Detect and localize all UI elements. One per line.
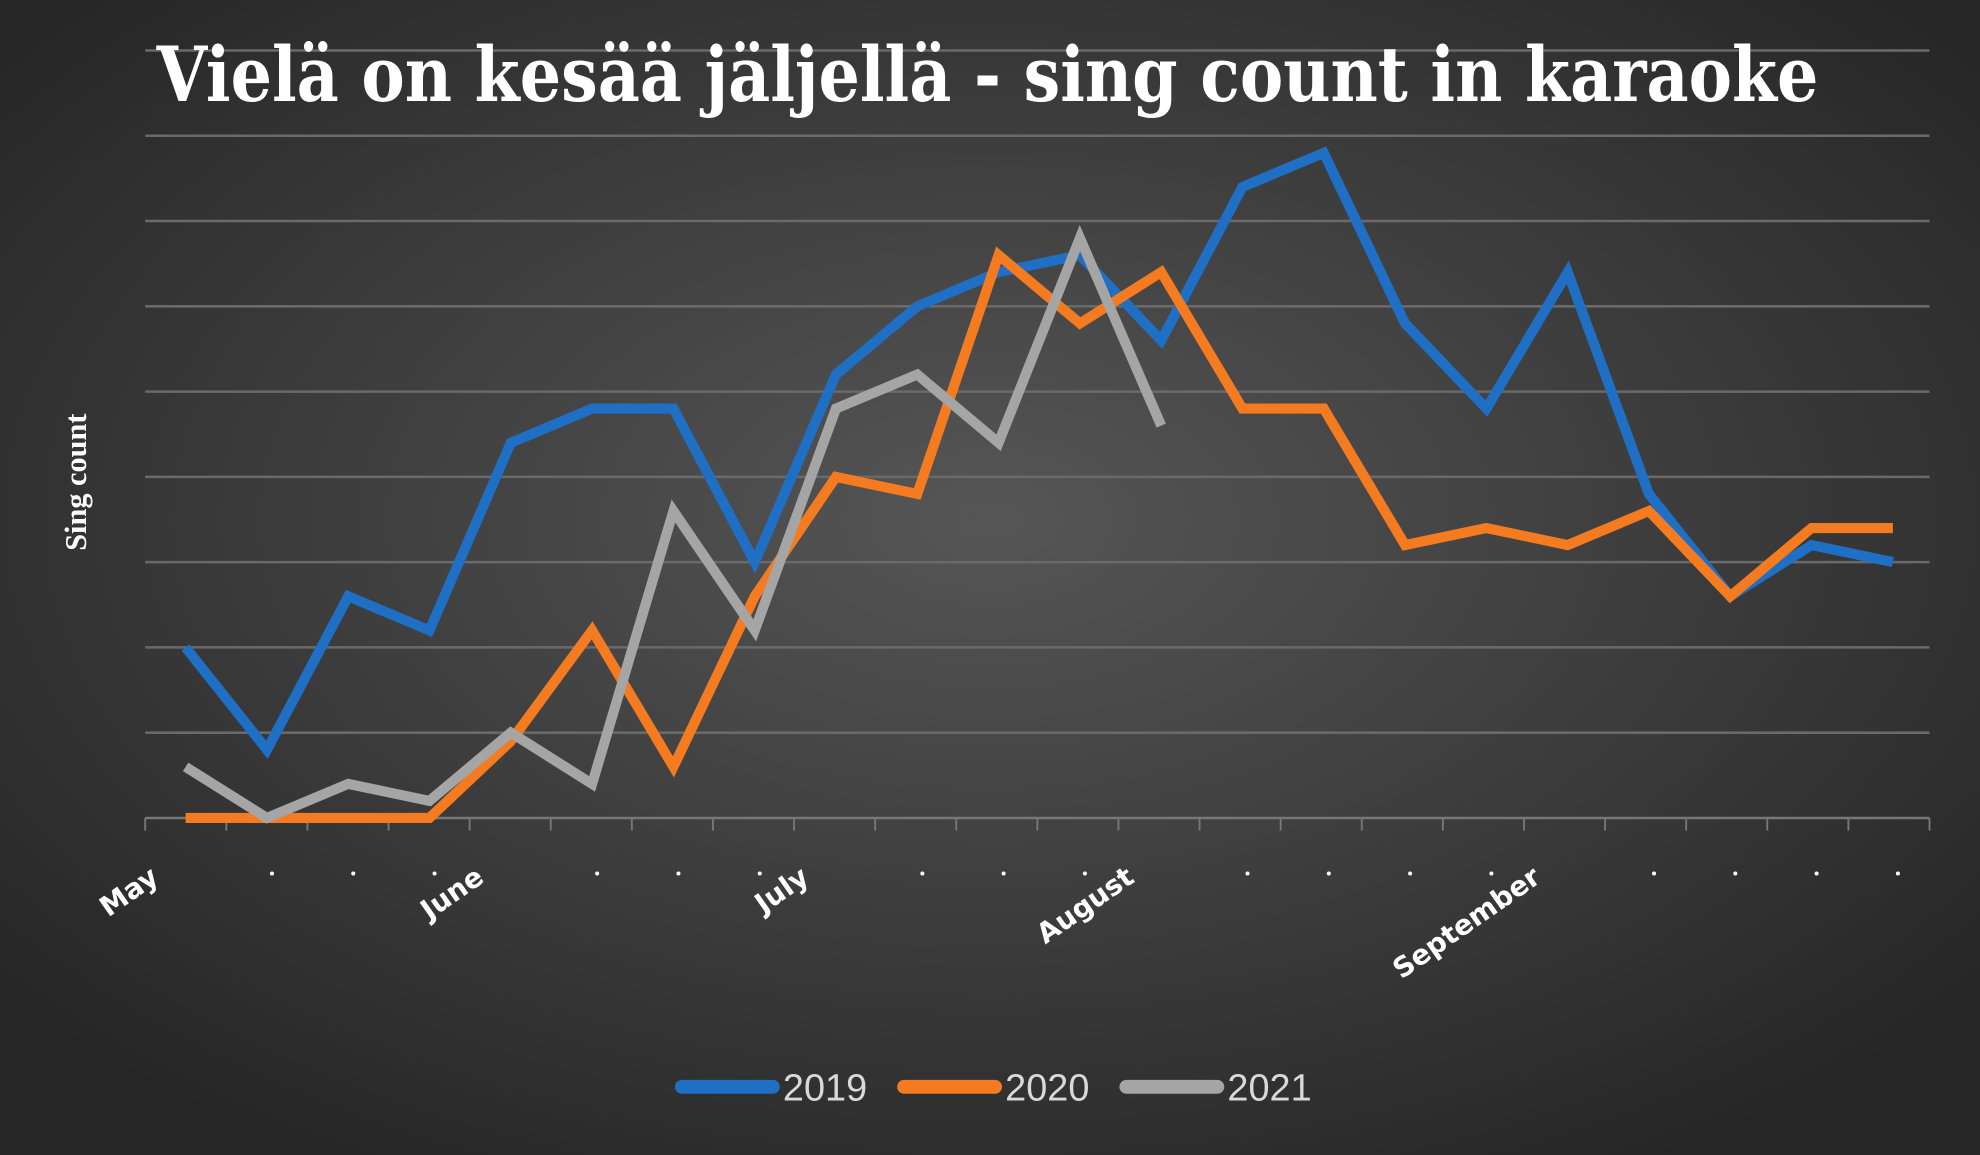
series-line-2020	[185, 246, 1893, 824]
x-tick-dot	[432, 871, 437, 876]
legend-label: 2021	[1227, 1068, 1311, 1110]
x-tick-dot	[1408, 871, 1413, 876]
x-tick-dot	[1326, 871, 1331, 876]
x-tick-dot	[1651, 871, 1657, 876]
x-tick-dot	[1245, 871, 1250, 876]
legend-label: 2020	[1005, 1068, 1089, 1110]
x-tick-dot	[676, 871, 681, 876]
x-tick-dot	[1001, 871, 1006, 876]
x-tick-dot	[595, 871, 600, 876]
chart-title: Vielä on kesää jäljellä - sing count in …	[156, 30, 1819, 119]
x-tick-dot	[269, 871, 274, 876]
series-line-2021	[182, 224, 1166, 824]
legend-item-2020[interactable]: 2020	[897, 1068, 1089, 1110]
y-axis-label: Sing count	[59, 414, 93, 551]
legend-item-2021[interactable]: 2021	[1119, 1068, 1312, 1110]
x-tick-dot	[1082, 871, 1087, 876]
x-tick-dot	[1895, 871, 1900, 876]
legend: 2019 2020 2021	[674, 1068, 1312, 1110]
gridlines	[145, 49, 1930, 734]
x-tick-dot	[920, 871, 925, 876]
x-tick-dot	[1733, 871, 1738, 876]
legend-item-2019[interactable]: 2019	[674, 1068, 867, 1110]
x-tick-dot	[1814, 871, 1819, 876]
x-tick-dot	[351, 871, 356, 876]
legend-label: 2019	[783, 1068, 867, 1110]
x-tick-dot	[757, 871, 762, 876]
series-lines	[181, 146, 1894, 824]
series-line-2019	[181, 146, 1894, 759]
x-tick-dot	[1489, 871, 1494, 876]
